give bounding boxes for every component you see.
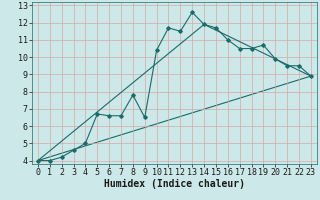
X-axis label: Humidex (Indice chaleur): Humidex (Indice chaleur) [104, 179, 245, 189]
